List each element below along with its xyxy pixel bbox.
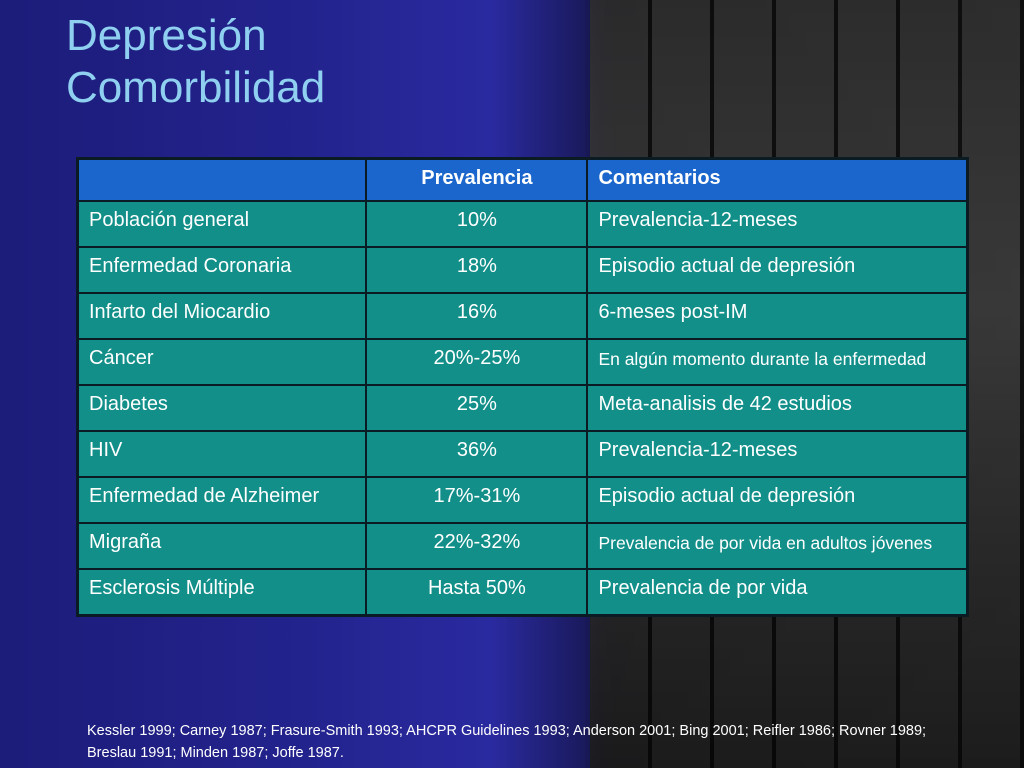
comment-cell: En algún momento durante la enfermedad [586, 338, 969, 386]
references-footnote: Kessler 1999; Carney 1987; Frasure-Smith… [87, 723, 927, 761]
table-row: Diabetes 25% Meta-analisis de 42 estudio… [76, 384, 969, 432]
comment-cell: 6-meses post-IM [586, 292, 969, 340]
prevalence-cell: 10% [365, 200, 589, 248]
comment-cell: Prevalencia-12-meses [586, 200, 969, 248]
prevalence-cell: 16% [365, 292, 589, 340]
table-header-row: Prevalencia Comentarios [76, 157, 969, 202]
table-row: Migraña 22%-32% Prevalencia de por vida … [76, 522, 969, 570]
comment-cell: Episodio actual de depresión [586, 476, 969, 524]
header-prevalence: Prevalencia [365, 157, 589, 202]
condition-cell: Infarto del Miocardio [76, 292, 368, 340]
table-row: Enfermedad Coronaria 18% Episodio actual… [76, 246, 969, 294]
prevalence-cell: 20%-25% [365, 338, 589, 386]
prevalence-cell: 36% [365, 430, 589, 478]
condition-cell: Población general [76, 200, 368, 248]
condition-cell: HIV [76, 430, 368, 478]
comment-cell: Prevalencia de por vida en adultos jóven… [586, 522, 969, 570]
table-row: HIV 36% Prevalencia-12-meses [76, 430, 969, 478]
slide-title-line-2: Comorbilidad [66, 63, 326, 112]
comment-cell: Prevalencia de por vida [586, 568, 969, 617]
comment-cell: Meta-analisis de 42 estudios [586, 384, 969, 432]
condition-cell: Enfermedad Coronaria [76, 246, 368, 294]
table-row: Población general 10% Prevalencia-12-mes… [76, 200, 969, 248]
table-row: Cáncer 20%-25% En algún momento durante … [76, 338, 969, 386]
condition-cell: Migraña [76, 522, 368, 570]
condition-cell: Diabetes [76, 384, 368, 432]
comment-cell: Prevalencia-12-meses [586, 430, 969, 478]
header-condition [76, 157, 368, 202]
comment-cell: Episodio actual de depresión [586, 246, 969, 294]
prevalence-cell: 22%-32% [365, 522, 589, 570]
prevalence-cell: 17%-31% [365, 476, 589, 524]
prevalence-cell: 18% [365, 246, 589, 294]
table-row: Esclerosis Múltiple Hasta 50% Prevalenci… [76, 568, 969, 617]
table-row: Infarto del Miocardio 16% 6-meses post-I… [76, 292, 969, 340]
slide-title: Depresión Comorbilidad [66, 10, 325, 114]
condition-cell: Esclerosis Múltiple [76, 568, 368, 617]
header-comments: Comentarios [586, 157, 969, 202]
table-row: Enfermedad de Alzheimer 17%-31% Episodio… [76, 476, 969, 524]
slide-title-line-1: Depresión [66, 11, 267, 60]
condition-cell: Cáncer [76, 338, 368, 386]
condition-cell: Enfermedad de Alzheimer [76, 476, 368, 524]
prevalence-cell: Hasta 50% [365, 568, 589, 617]
prevalence-cell: 25% [365, 384, 589, 432]
comorbidity-table: Prevalencia Comentarios Población genera… [76, 157, 969, 617]
